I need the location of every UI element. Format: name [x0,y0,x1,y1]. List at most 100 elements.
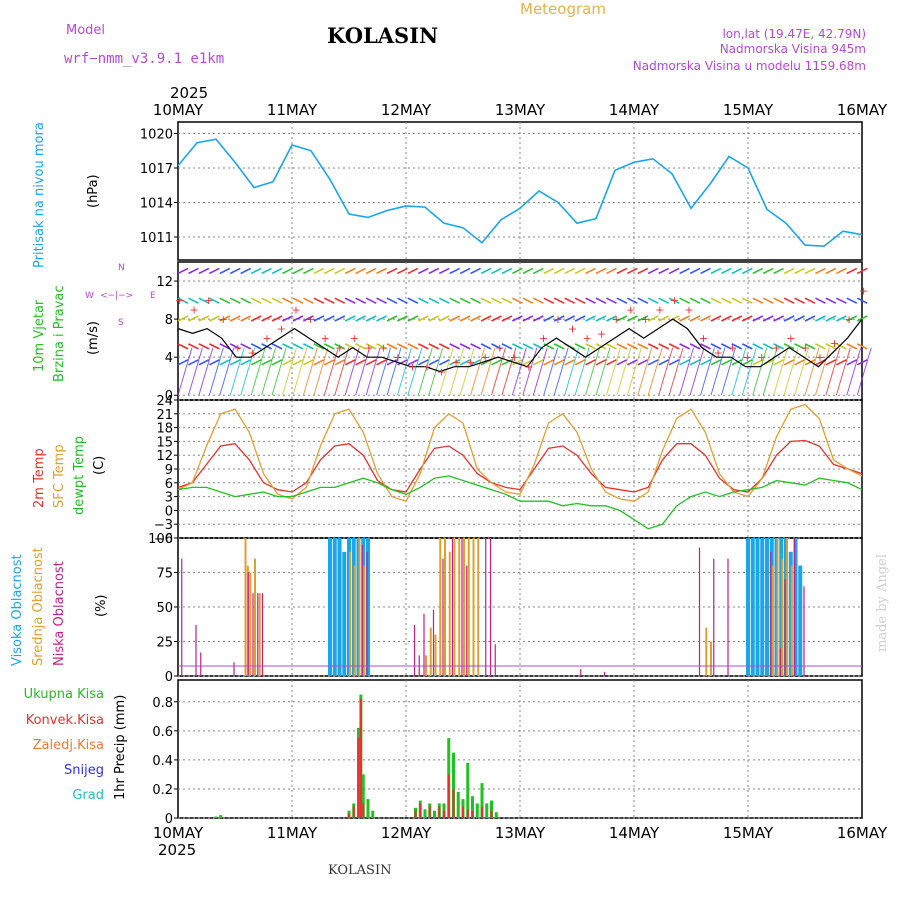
wind-barb [501,347,517,396]
rain-total-bar [471,796,474,818]
day-label-top: 10MAY [153,101,204,119]
cloud-low-bar [713,558,715,676]
y-tick-label: 8 [165,313,173,328]
y-tick-label: 1011 [140,231,173,246]
wind-vector [585,315,596,322]
wind-vector [710,267,722,275]
y-tick-label: 12 [156,449,173,464]
rain-convective-bar [362,803,365,818]
wind-vector [794,267,805,275]
wind-vector [804,343,816,350]
wind-barb [814,347,830,396]
wind-vector [313,267,325,275]
wind-gust-mark: + [670,294,679,307]
wind-barb [208,347,224,396]
wind-barb [574,347,590,396]
cloud-mid-bar [776,538,779,676]
wind-barb [626,347,642,396]
cloud-mid-bar [710,641,712,676]
wind-barb [271,347,287,396]
wind-vector [668,359,680,366]
wind-vector [595,315,607,322]
wind-vector [355,297,367,304]
cloud-label-1: Visoka Oblacnost [10,554,25,666]
cloud-high-bar [760,538,765,676]
cloud-mid-bar [353,565,356,676]
cloud-mid-bar [477,538,480,676]
wind-vector [282,267,293,275]
day-label-top: 14MAY [609,101,660,119]
wind-vector [773,343,785,350]
legend-snow: Snijeg [64,763,104,778]
lonlat-text: lon,lat (19.47E, 42.79N) [722,27,866,41]
rain-total-bar [466,762,470,818]
wind-barb [302,347,318,396]
wind-gust-mark: + [437,365,446,378]
wind-vector [815,315,826,322]
year-top: 2025 [170,84,208,102]
wind-gust-mark: + [786,332,795,345]
y-tick-label: 75 [156,567,173,582]
wind-vector [689,315,701,322]
precip-ylabel: 1hr Precip (mm) [113,695,128,800]
wind-vector [574,297,586,304]
wind-vector [240,315,252,322]
rain-total-bar [490,800,493,818]
wind-vector [710,315,722,322]
cloud-mid-bar [249,572,252,676]
wind-vector [491,343,502,350]
wind-vector [731,315,743,322]
wind-barb [511,347,527,396]
elevation-text: Nadmorska Visina 945m [720,42,866,56]
chart-marks: + + + + + + + + + + + + + + + + + + + + + + + + + + + + + + + + + + + + + + + +… [175,138,872,818]
wind-vector [752,359,764,366]
wind-vector [700,297,711,304]
wind-vector [271,297,283,304]
wind-vector [282,315,293,322]
y-tick-label: 0 [165,504,173,519]
wind-vector [637,343,649,350]
wind-gust-mark: + [379,342,388,355]
wind-gust-mark: + [393,351,402,364]
wind-gust-mark: + [539,332,548,345]
wind-barb [491,347,506,396]
wind-vector [261,359,272,366]
wind-vector [585,267,596,275]
wind-gust-mark: + [510,351,519,364]
y-tick-label: 0.6 [152,725,173,740]
compass-arrows: <−|−> [100,291,133,301]
wind-vector [449,297,461,304]
wind-vector [376,343,387,350]
wind-vector [574,315,586,322]
wind-vector [721,359,732,366]
wind-vector [501,267,513,275]
wind-vector [198,267,210,275]
legend-convective-rain: Konvek.Kisa [26,713,104,728]
wind-vector [689,343,701,350]
wind-vector [835,359,847,366]
wind-barb [282,347,297,396]
cloud-high-bar [328,538,332,676]
wind-barb [595,347,611,396]
wind-vector [261,297,272,304]
wind-vector [773,359,785,366]
cloud-low-bar [252,593,254,676]
rain-convective-bar [466,809,469,818]
wind-vector [710,297,722,304]
wind-vector [208,297,220,304]
wind-vector [292,267,304,275]
wind-vector [438,343,450,350]
cloud-low-bar [727,558,729,676]
wind-vector [282,343,293,350]
rain-convective-bar [348,813,350,818]
wind-gust-mark: + [612,313,621,326]
wind-vector [835,297,847,304]
wind-vector [480,297,492,304]
wind-vector [355,343,367,350]
wind-gust-mark: + [684,304,693,317]
model-label: Model [66,23,105,38]
wind-barb [355,347,371,396]
wind-vector [762,267,774,275]
cloud-low-bar [181,558,183,676]
wind-vector [574,359,586,366]
